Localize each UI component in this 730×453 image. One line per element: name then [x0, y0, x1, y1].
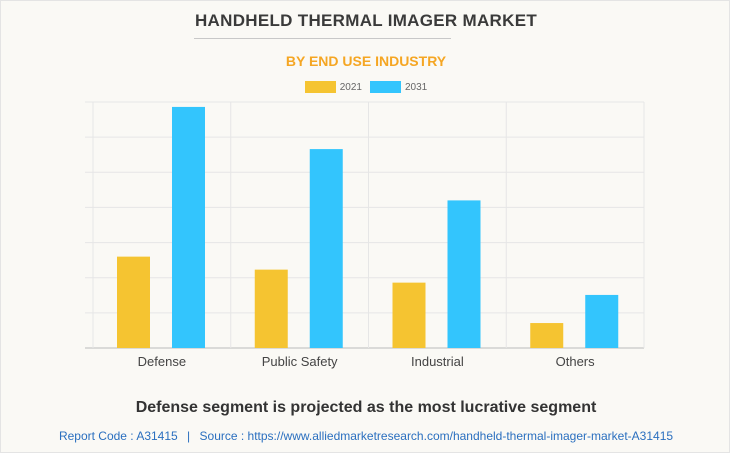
- chart-title: HANDHELD THERMAL IMAGER MARKET: [194, 11, 538, 30]
- legend-label-2021: 2021: [339, 81, 362, 93]
- chart-subtitle: BY END USE INDUSTRY: [285, 53, 447, 69]
- bar-defense-2031: [172, 106, 205, 348]
- bar-defense-2021: [117, 256, 150, 348]
- source-link[interactable]: Source : https://www.alliedmarketresearc…: [199, 429, 674, 443]
- legend-label-2031: 2031: [405, 81, 428, 93]
- report-code: Report Code : A31415: [58, 429, 178, 443]
- x-tick-label: Industrial: [411, 354, 464, 369]
- legend: 2021 2031: [1, 81, 729, 93]
- bar-others-2021: [530, 323, 564, 348]
- x-tick-label: Public Safety: [262, 354, 338, 369]
- x-tick-label: Others: [556, 354, 596, 369]
- legend-swatch-2021: [304, 81, 336, 93]
- legend-item-2031[interactable]: 2031: [370, 81, 427, 93]
- insight-text: Defense segment is projected as the most…: [135, 399, 597, 416]
- bar-industrial-2031: [447, 200, 481, 348]
- bar-public-safety-2031: [309, 149, 343, 348]
- x-tick-label: Defense: [138, 354, 186, 369]
- footer: Report Code : A31415 | Source : https://…: [1, 429, 729, 443]
- title-divider: [194, 38, 451, 39]
- bar-industrial-2021: [392, 282, 426, 348]
- legend-swatch-2031: [370, 81, 401, 93]
- bar-public-safety-2021: [254, 269, 288, 348]
- bar-others-2031: [585, 294, 619, 348]
- legend-item-2021[interactable]: 2021: [304, 81, 362, 93]
- footer-separator: |: [187, 429, 191, 443]
